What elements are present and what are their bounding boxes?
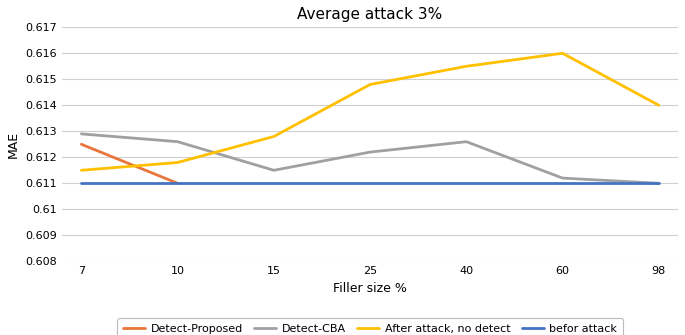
After attack, no detect [366,82,374,86]
Detect-CBA [77,132,86,136]
befor attack [655,181,663,185]
After attack, no detect [173,160,182,164]
befor attack [173,181,182,185]
Legend: Detect-Proposed, Detect-CBA, After attack, no detect, befor attack: Detect-Proposed, Detect-CBA, After attac… [117,318,623,335]
Title: Average attack 3%: Average attack 3% [297,7,443,22]
befor attack [558,181,566,185]
After attack, no detect [270,134,278,138]
befor attack [366,181,374,185]
Detect-CBA [558,176,566,180]
Detect-CBA [366,150,374,154]
Line: After attack, no detect: After attack, no detect [82,53,659,170]
After attack, no detect [462,64,471,68]
After attack, no detect [77,168,86,172]
Detect-Proposed [173,181,182,185]
befor attack [77,181,86,185]
Detect-CBA [462,140,471,144]
Detect-Proposed [77,142,86,146]
Line: Detect-Proposed: Detect-Proposed [82,144,177,183]
befor attack [462,181,471,185]
Y-axis label: MAE: MAE [7,131,20,158]
After attack, no detect [655,103,663,107]
After attack, no detect [558,51,566,55]
Line: Detect-CBA: Detect-CBA [82,134,659,183]
Detect-CBA [655,181,663,185]
Detect-CBA [270,168,278,172]
befor attack [270,181,278,185]
X-axis label: Filler size %: Filler size % [333,282,407,295]
Detect-CBA [173,140,182,144]
